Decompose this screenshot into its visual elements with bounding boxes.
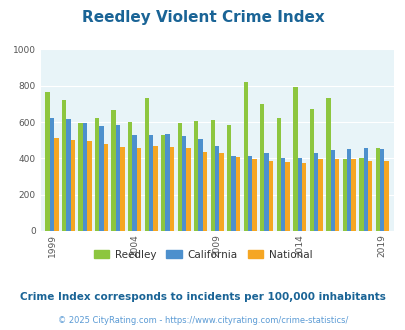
Bar — [313, 153, 318, 231]
Bar — [301, 163, 306, 231]
Bar — [99, 126, 104, 231]
Bar — [62, 100, 66, 231]
Bar — [342, 159, 346, 231]
Bar — [66, 119, 71, 231]
Bar — [149, 135, 153, 231]
Bar — [95, 117, 99, 231]
Legend: Reedley, California, National: Reedley, California, National — [90, 246, 315, 264]
Bar — [280, 158, 285, 231]
Bar — [165, 134, 170, 231]
Bar — [318, 159, 322, 231]
Bar — [194, 121, 198, 231]
Bar — [120, 147, 125, 231]
Bar — [285, 162, 289, 231]
Bar — [83, 123, 87, 231]
Bar — [235, 157, 240, 231]
Bar — [247, 156, 252, 231]
Bar — [198, 139, 202, 231]
Bar — [243, 82, 247, 231]
Bar — [334, 159, 339, 231]
Bar — [379, 149, 384, 231]
Bar — [259, 104, 264, 231]
Bar — [362, 148, 367, 231]
Text: Crime Index corresponds to incidents per 100,000 inhabitants: Crime Index corresponds to incidents per… — [20, 292, 385, 302]
Bar — [132, 135, 136, 231]
Bar — [111, 110, 116, 231]
Bar — [375, 148, 379, 231]
Bar — [309, 109, 313, 231]
Bar — [330, 150, 334, 231]
Bar — [128, 122, 132, 231]
Bar — [252, 159, 256, 231]
Bar — [325, 98, 330, 231]
Bar — [71, 140, 75, 231]
Bar — [136, 148, 141, 231]
Bar — [219, 153, 223, 231]
Bar — [78, 123, 83, 231]
Text: © 2025 CityRating.com - https://www.cityrating.com/crime-statistics/: © 2025 CityRating.com - https://www.city… — [58, 316, 347, 325]
Bar — [358, 158, 362, 231]
Bar — [170, 147, 174, 231]
Bar — [215, 146, 219, 231]
Bar — [264, 153, 268, 231]
Bar — [50, 118, 54, 231]
Bar — [268, 161, 273, 231]
Bar — [292, 87, 297, 231]
Bar — [367, 161, 371, 231]
Bar — [144, 98, 149, 231]
Bar — [231, 156, 235, 231]
Bar — [346, 149, 351, 231]
Text: Reedley Violent Crime Index: Reedley Violent Crime Index — [81, 10, 324, 25]
Bar — [153, 146, 158, 231]
Bar — [54, 138, 59, 231]
Bar — [116, 125, 120, 231]
Bar — [87, 141, 92, 231]
Bar — [210, 120, 215, 231]
Bar — [177, 123, 181, 231]
Bar — [104, 144, 108, 231]
Bar — [186, 148, 190, 231]
Bar — [161, 135, 165, 231]
Bar — [181, 136, 186, 231]
Bar — [351, 159, 355, 231]
Bar — [202, 152, 207, 231]
Bar — [297, 158, 301, 231]
Bar — [45, 92, 50, 231]
Bar — [384, 161, 388, 231]
Bar — [226, 125, 231, 231]
Bar — [276, 117, 280, 231]
